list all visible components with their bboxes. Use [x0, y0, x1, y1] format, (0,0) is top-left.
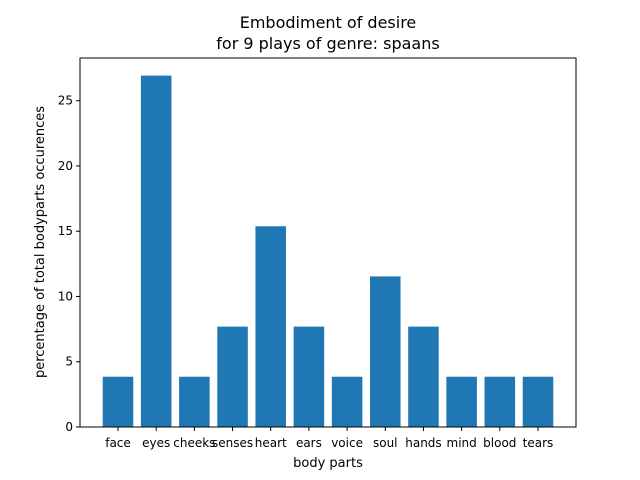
x-axis-label: body parts [293, 456, 363, 471]
y-axis-label: percentage of total bodyparts occurences [33, 106, 48, 378]
bar-mind [446, 376, 477, 427]
x-tick-label-tears: tears [523, 436, 554, 450]
y-tick-label-25: 25 [58, 94, 73, 108]
y-tick-label-10: 10 [58, 289, 73, 303]
y-axis: 0 5 10 15 20 25 [58, 94, 80, 434]
x-tick-label-mind: mind [447, 436, 477, 450]
x-tick-label-cheeks: cheeks [173, 436, 215, 450]
y-tick-label-15: 15 [58, 224, 73, 238]
x-tick-label-soul: soul [373, 436, 398, 450]
bar-senses [217, 326, 248, 427]
bar-soul [370, 276, 401, 427]
x-tick-label-heart: heart [255, 436, 287, 450]
bar-blood [484, 376, 516, 427]
y-tick-label-20: 20 [58, 159, 73, 173]
chart-title: Embodiment of desire [240, 13, 417, 32]
x-tick-label-hands: hands [405, 436, 441, 450]
x-tick-label-ears: ears [296, 436, 322, 450]
x-tick-label-voice: voice [331, 436, 363, 450]
x-tick-label-face: face [105, 436, 131, 450]
chart-subtitle: for 9 plays of genre: spaans [216, 34, 439, 53]
bar-ears [293, 326, 325, 427]
bar-hands [408, 326, 439, 427]
bar-cheeks [179, 376, 210, 427]
bar-heart [255, 226, 286, 427]
bar-face [102, 376, 134, 427]
bar-tears [522, 376, 554, 427]
y-tick-label-5: 5 [65, 355, 73, 369]
y-tick-label-0: 0 [65, 420, 73, 434]
bar-voice [331, 376, 363, 427]
bars-group [102, 75, 554, 427]
bar-eyes [140, 75, 172, 427]
plot-frame [79, 57, 577, 428]
x-tick-label-eyes: eyes [142, 436, 170, 450]
x-tick-label-senses: senses [212, 436, 253, 450]
x-tick-label-blood: blood [483, 436, 516, 450]
